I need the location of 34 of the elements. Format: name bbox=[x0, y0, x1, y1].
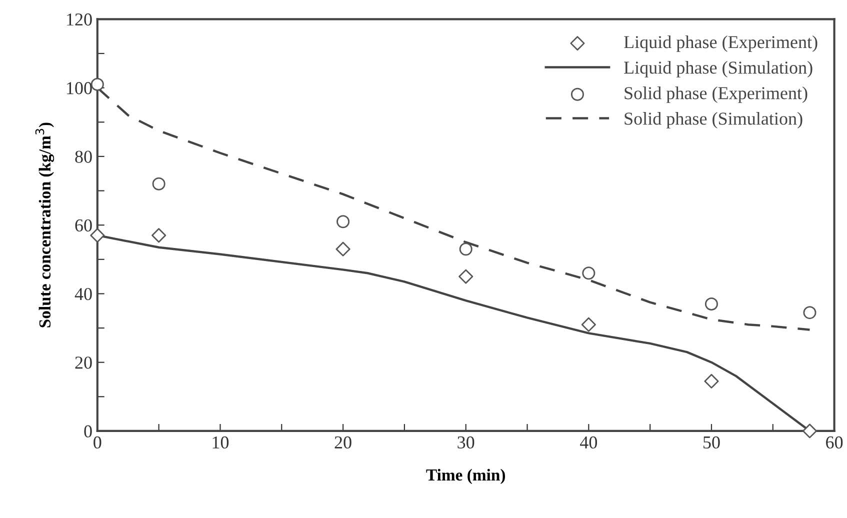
point bbox=[704, 374, 719, 388]
y-tick-label: 40 bbox=[74, 288, 92, 300]
point bbox=[582, 266, 596, 280]
y-tick-label: 60 bbox=[75, 219, 92, 232]
y-axis-title: Solute concentration (kg/m$^{3}$) bbox=[35, 122, 54, 328]
point bbox=[581, 317, 596, 332]
x-tick-label: 40 bbox=[580, 436, 598, 449]
point bbox=[803, 306, 816, 320]
x-tick-label: 50 bbox=[704, 436, 720, 449]
point bbox=[90, 78, 104, 91]
y-tick-label: 120 bbox=[67, 13, 92, 26]
y-tick-label: 20 bbox=[75, 356, 92, 369]
legend-label: Liquid phase (Experiment) bbox=[624, 36, 818, 52]
x-tick-label: 60 bbox=[826, 436, 843, 449]
x-tick-label: 10 bbox=[212, 436, 229, 449]
point bbox=[152, 228, 166, 243]
point bbox=[458, 269, 474, 284]
point bbox=[802, 424, 818, 438]
x-tick-label: 0 bbox=[94, 436, 102, 449]
y-tick-label: 80 bbox=[75, 150, 92, 163]
point bbox=[336, 242, 350, 256]
x-axis-title: Time (min) bbox=[426, 468, 506, 484]
y-tick-label: 100 bbox=[67, 82, 92, 94]
x-tick-label: 20 bbox=[334, 436, 352, 449]
legend-label: Solid phase (Experiment) bbox=[624, 86, 808, 103]
point bbox=[152, 177, 166, 190]
point bbox=[704, 297, 718, 311]
point bbox=[336, 215, 350, 228]
y-tick-label: 0 bbox=[84, 425, 92, 438]
legend-label: Liquid phase (Simulation) bbox=[624, 61, 812, 78]
point bbox=[90, 228, 105, 243]
x-tick-label: 30 bbox=[458, 436, 474, 449]
legend-label: Solid phase (Simulation) bbox=[624, 112, 802, 128]
point bbox=[459, 242, 472, 256]
